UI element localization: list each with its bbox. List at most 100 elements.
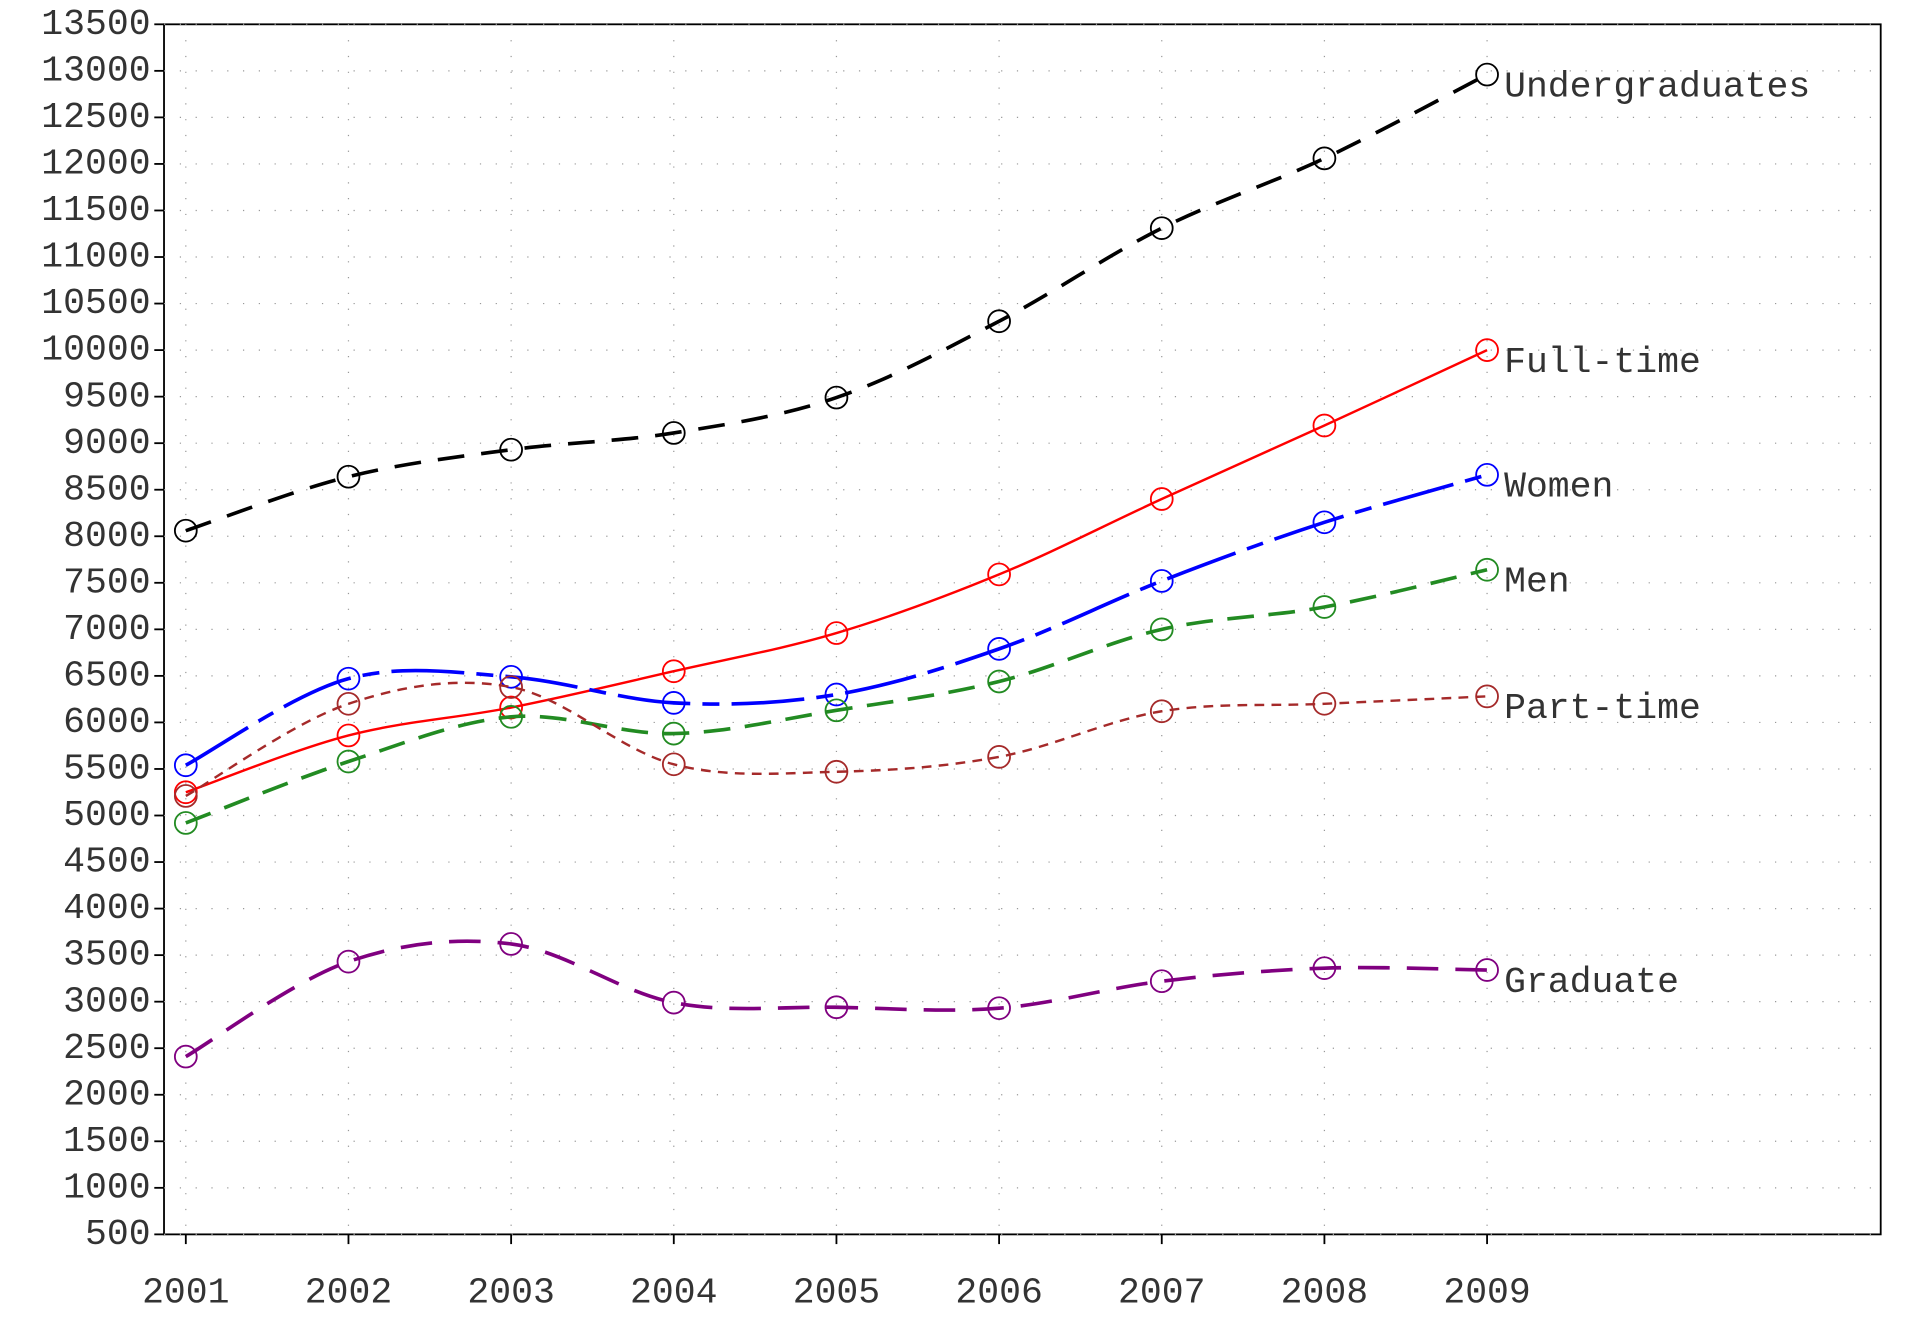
point-marker	[1149, 699, 1174, 724]
point-marker	[661, 691, 686, 715]
x-tick-label: 2004	[630, 1272, 717, 1313]
series-label: Graduate	[1504, 962, 1679, 1003]
y-tick-label: 5000	[63, 795, 150, 836]
point-marker	[1312, 146, 1337, 171]
point-marker	[1149, 569, 1174, 593]
y-tick-label: 8000	[63, 516, 150, 557]
point-marker	[661, 721, 686, 746]
y-tick-label: 7000	[63, 609, 150, 650]
series-label: Full-time	[1504, 342, 1701, 383]
y-tick-label: 500	[85, 1214, 151, 1255]
point-marker	[336, 464, 361, 489]
point-marker	[1149, 216, 1174, 241]
point-marker	[1149, 617, 1174, 642]
lines	[173, 62, 1499, 1069]
point-marker	[1475, 684, 1499, 709]
point-marker	[824, 385, 849, 410]
y-tick-label: 4000	[63, 888, 150, 929]
x-tick-label: 2007	[1118, 1272, 1205, 1313]
point-marker	[1312, 691, 1337, 716]
point-marker	[336, 691, 361, 716]
point-marker	[499, 932, 523, 956]
point-marker	[824, 759, 849, 784]
point-marker	[173, 1044, 198, 1069]
y-tick-label: 3500	[63, 935, 150, 976]
y-tick-label: 2000	[63, 1074, 150, 1115]
x-tick-label: 2003	[467, 1272, 554, 1313]
series-label: Undergraduates	[1504, 66, 1810, 107]
x-tick-label: 2009	[1443, 1272, 1530, 1313]
point-marker	[661, 421, 686, 445]
y-tick-label: 13000	[41, 50, 150, 91]
point-marker	[987, 637, 1011, 661]
point-marker	[336, 723, 361, 748]
point-marker	[824, 995, 849, 1020]
point-marker	[336, 666, 361, 691]
y-tick-label: 4500	[63, 842, 150, 883]
y-tick-label: 2500	[63, 1028, 150, 1069]
plot-frame	[163, 23, 1882, 1236]
y-tick-label: 1500	[63, 1121, 150, 1162]
series-label: Part-time	[1504, 688, 1701, 729]
series-line	[185, 348, 1488, 794]
point-marker	[1149, 487, 1174, 511]
series-line	[184, 939, 1488, 1059]
y-tick-label: 5500	[63, 749, 150, 790]
y-tick-label: 9000	[63, 423, 150, 464]
series-line	[184, 473, 1488, 767]
y-tick-label: 3000	[63, 981, 150, 1022]
point-marker	[987, 309, 1011, 334]
y-tick-label: 6000	[63, 702, 150, 743]
point-marker	[499, 675, 523, 699]
point-marker	[987, 996, 1011, 1021]
series-line	[185, 567, 1488, 825]
y-tick-label: 12000	[41, 144, 150, 185]
point-marker	[824, 698, 849, 723]
point-marker	[1312, 595, 1337, 619]
point-marker	[336, 749, 361, 774]
x-tick-label: 2002	[305, 1272, 392, 1313]
point-marker	[1149, 969, 1174, 994]
point-marker	[824, 682, 849, 707]
point-marker	[661, 659, 686, 684]
point-marker	[1475, 462, 1499, 487]
point-marker	[499, 704, 523, 729]
point-marker	[1475, 557, 1499, 582]
y-tick-label: 8500	[63, 469, 150, 510]
point-marker	[499, 437, 523, 462]
y-tick-label: 11500	[41, 190, 150, 231]
y-tick-label: 10000	[41, 330, 150, 371]
y-tick-label: 7500	[63, 562, 150, 603]
point-marker	[1475, 338, 1499, 362]
y-tick-label: 12500	[41, 97, 150, 138]
point-marker	[173, 784, 198, 808]
x-tick-label: 2001	[142, 1272, 229, 1313]
y-tick-label: 11000	[41, 237, 150, 278]
series-label: Women	[1504, 467, 1613, 508]
x-tick-label: 2006	[955, 1272, 1042, 1313]
series-line	[185, 72, 1488, 533]
x-tick-label: 2005	[793, 1272, 880, 1313]
y-tick-label: 10500	[41, 283, 150, 324]
series-label: Men	[1504, 562, 1570, 603]
point-marker	[987, 745, 1011, 769]
y-tick-label: 13500	[41, 4, 150, 45]
grid	[164, 23, 1881, 1235]
y-tick-label: 1000	[63, 1167, 150, 1208]
point-marker	[661, 752, 686, 777]
point-marker	[499, 664, 523, 689]
x-tick-label: 2008	[1281, 1272, 1368, 1313]
point-marker	[173, 753, 198, 778]
point-marker	[173, 518, 198, 543]
point-marker	[336, 949, 361, 974]
point-marker	[1475, 62, 1499, 87]
point-marker	[1312, 510, 1337, 535]
y-tick-label: 6500	[63, 656, 150, 697]
point-marker	[661, 990, 686, 1015]
point-marker	[1312, 956, 1337, 981]
point-marker	[1312, 413, 1337, 438]
point-marker	[173, 811, 198, 835]
point-marker	[987, 669, 1011, 694]
